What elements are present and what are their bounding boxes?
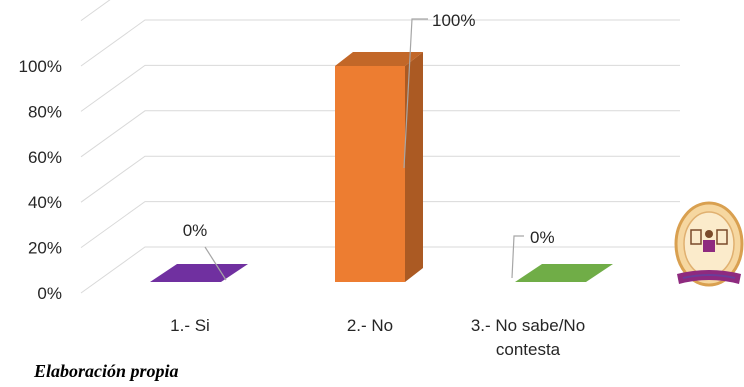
gridline-1 [80, 201, 680, 249]
data-label-1: 0% [183, 221, 208, 240]
y-axis-ticks: 0% 20% 40% 60% 80% 100% [19, 57, 62, 303]
category-label-2: 2.- No [347, 316, 393, 335]
category-label-1: 1.- Si [170, 316, 210, 335]
bar-1 [150, 264, 248, 282]
y-tick-label: 100% [19, 57, 62, 76]
y-tick-label: 20% [28, 239, 62, 258]
data-labels: 0% 100% 0% [183, 11, 555, 281]
y-tick-label: 60% [28, 148, 62, 167]
gridline-5 [80, 19, 680, 67]
gridline-3 [80, 110, 680, 158]
leader-line-2 [403, 18, 428, 169]
institution-seal-icon [674, 201, 744, 287]
y-tick-label: 80% [28, 102, 62, 121]
chart-caption: Elaboración propia [34, 361, 179, 381]
x-axis-categories: 1.- Si 2.- No 3.- No sabe/No contesta [170, 316, 585, 359]
data-label-2: 100% [432, 11, 475, 30]
y-tick-label: 40% [28, 193, 62, 212]
gridline-2 [80, 155, 680, 203]
gridlines [80, 0, 680, 294]
bar-3 [515, 264, 613, 282]
gridline-4 [80, 64, 680, 112]
y-tick-label: 0% [37, 284, 62, 303]
leader-line-3 [511, 235, 524, 279]
gridline-6 [80, 0, 111, 22]
category-label-3: 3.- No sabe/No contesta [471, 316, 585, 359]
data-label-3: 0% [530, 228, 555, 247]
bars [150, 52, 613, 282]
bar-2 [335, 52, 423, 282]
leader-line-1 [204, 246, 227, 281]
gridline-0 [80, 246, 680, 294]
